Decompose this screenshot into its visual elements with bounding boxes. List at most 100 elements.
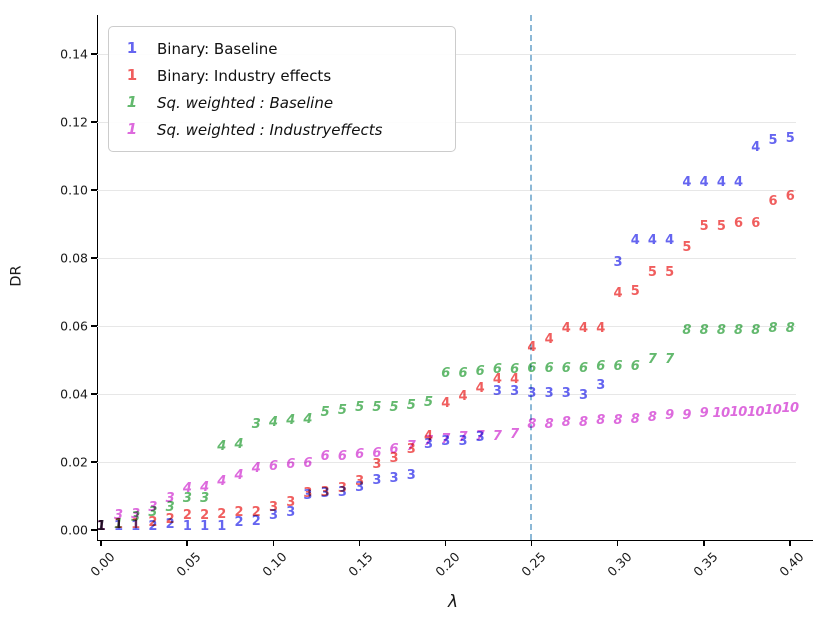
data-point-marker: 3: [510, 384, 519, 400]
data-point-marker: 9: [699, 406, 709, 422]
data-point-marker: 3: [406, 441, 416, 457]
data-point-marker: 2: [251, 504, 261, 520]
data-point-marker: 5: [665, 265, 674, 281]
data-point-marker: 6: [492, 362, 502, 378]
reference-line: [530, 15, 533, 540]
data-point-marker: 7: [510, 426, 519, 442]
data-point-marker: 6: [441, 365, 450, 381]
data-point-marker: 3: [423, 436, 433, 452]
data-point-marker: 7: [665, 351, 674, 367]
data-point-marker: 6: [579, 360, 588, 376]
x-axis-label: λ: [448, 592, 459, 612]
data-point-marker: 2: [148, 518, 157, 534]
data-point-marker: 10: [729, 404, 748, 420]
data-point-marker: 1: [217, 518, 226, 534]
data-point-marker: 8: [630, 411, 640, 427]
data-point-marker: 6: [355, 447, 364, 463]
data-point-marker: 2: [165, 516, 175, 532]
data-point-marker: 4: [475, 380, 485, 396]
data-point-marker: 3: [475, 430, 485, 446]
data-point-marker: 9: [682, 407, 691, 423]
data-point-marker: 3: [303, 487, 312, 503]
x-tick-label: 0.25: [517, 549, 549, 580]
data-point-marker: 1: [96, 518, 106, 534]
data-point-marker: 1: [131, 518, 140, 534]
legend-item: 1 Binary: Baseline: [115, 35, 445, 62]
y-tick-label: 0.02: [60, 454, 88, 470]
legend-label: Binary: Baseline: [157, 39, 278, 58]
legend-label: Sq. weighted : Industryeffects: [157, 120, 383, 139]
data-point-marker: 3: [165, 491, 175, 507]
data-point-marker: 8: [768, 321, 778, 337]
data-point-marker: 3: [337, 481, 347, 497]
data-point-marker: 2: [200, 508, 209, 524]
y-axis-label: DR: [8, 265, 25, 287]
data-point-marker: 10: [747, 404, 765, 420]
data-point-marker: 5: [716, 219, 726, 235]
data-point-marker: 1: [96, 518, 106, 534]
x-tick-label: 0.35: [690, 549, 721, 580]
data-point-marker: 3: [458, 433, 467, 449]
data-point-marker: 5: [682, 239, 691, 255]
data-point-marker: 3: [389, 450, 399, 466]
data-point-marker: 3: [303, 486, 312, 502]
data-point-marker: 3: [355, 474, 364, 490]
data-point-marker: 2: [217, 506, 226, 522]
data-point-marker: 3: [200, 491, 209, 507]
y-tick-label: 0.08: [60, 250, 88, 266]
data-point-marker: 4: [630, 232, 640, 248]
legend-item: 1 Binary: Industry effects: [115, 62, 445, 89]
data-point-marker: 2: [182, 508, 192, 524]
data-point-marker: 1: [113, 516, 123, 532]
x-tick: [100, 540, 102, 546]
data-point-marker: 6: [286, 457, 295, 473]
data-point-marker: 5: [389, 399, 399, 415]
data-point-marker: 4: [544, 331, 554, 347]
data-point-marker: 6: [527, 360, 536, 376]
legend-item: 1 Sq. weighted : Baseline: [115, 89, 445, 116]
data-point-marker: 1: [113, 516, 123, 532]
data-point-marker: 3: [561, 385, 571, 401]
x-tick-label: 0.00: [87, 549, 118, 580]
data-point-marker: 3: [131, 506, 140, 522]
data-point-marker: 6: [768, 193, 778, 209]
data-point-marker: 1: [96, 518, 106, 534]
legend-label: Sq. weighted : Baseline: [157, 93, 334, 112]
y-tick-label: 0.12: [60, 114, 88, 130]
data-point-marker: 8: [527, 416, 536, 432]
data-point-marker: 3: [148, 504, 157, 520]
data-point-marker: 3: [148, 499, 157, 515]
data-point-marker: 5: [647, 265, 657, 281]
data-point-marker: 3: [579, 387, 588, 403]
data-point-marker: 7: [458, 430, 467, 446]
data-point-marker: 8: [716, 322, 726, 338]
x-tick: [703, 540, 705, 546]
data-point-marker: 3: [406, 467, 416, 483]
data-point-marker: 4: [596, 321, 605, 337]
data-point-marker: 3: [372, 457, 381, 473]
data-point-marker: 6: [596, 358, 605, 374]
data-point-marker: 3: [337, 484, 347, 500]
data-point-marker: 8: [613, 413, 623, 429]
data-point-marker: 5: [423, 394, 433, 410]
data-point-marker: 8: [734, 322, 743, 338]
y-tick-label: 0.04: [60, 386, 88, 402]
data-point-marker: 4: [286, 413, 295, 429]
data-point-marker: 3: [320, 486, 330, 502]
data-point-marker: 1: [131, 516, 140, 532]
gridline: [97, 461, 796, 463]
y-tick: [91, 121, 97, 123]
x-tick: [530, 540, 533, 546]
data-point-marker: 8: [699, 322, 709, 338]
data-point-marker: 3: [286, 494, 295, 510]
data-point-marker: 4: [423, 428, 433, 444]
data-point-marker: 3: [165, 499, 175, 515]
data-point-marker: 3: [286, 504, 295, 520]
legend: 1 Binary: Baseline 1 Binary: Industry effec…: [108, 26, 456, 152]
x-tick-label: 0.05: [173, 549, 204, 580]
data-point-marker: 6: [475, 363, 485, 379]
data-point-marker: 3: [268, 508, 278, 524]
x-tick-label: 0.10: [259, 549, 290, 580]
y-tick: [91, 393, 97, 395]
y-tick: [91, 189, 97, 191]
